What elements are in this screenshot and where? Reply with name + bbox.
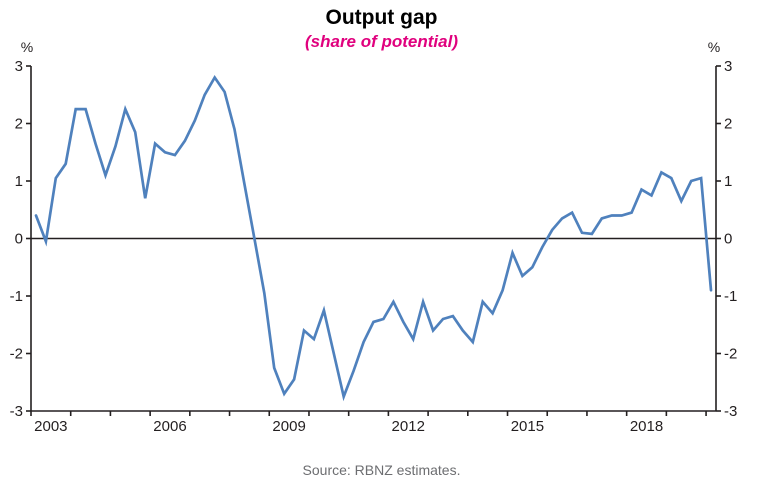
chart-title: Output gap <box>325 6 438 29</box>
y-tick-label-left: 1 <box>15 173 23 190</box>
data-series <box>34 74 713 402</box>
y-tick-label-left: 3 <box>15 58 23 75</box>
y-tick-label-left: -3 <box>10 403 23 420</box>
tick-marks <box>26 65 721 416</box>
y-tick-label-right: -2 <box>724 346 737 363</box>
axes <box>30 66 717 412</box>
x-tick-label: 2015 <box>511 418 544 435</box>
x-tick-label: 2003 <box>34 418 67 435</box>
y-tick-label-right: -1 <box>724 288 737 305</box>
tick-labels: 3 3 2 2 1 1 0 0 -1 -1 -2 -2 -3 -3 2003 2006 2009 2012 2015… <box>10 58 738 435</box>
y-tick-label-left: -1 <box>10 288 23 305</box>
y-tick-label-right: 2 <box>724 116 732 133</box>
x-tick-label: 2009 <box>272 418 305 435</box>
y-tick-label-right: -3 <box>724 403 737 420</box>
y-tick-label-right: 0 <box>724 231 732 248</box>
x-tick-label: 2006 <box>153 418 186 435</box>
y-tick-label-left: -2 <box>10 346 23 363</box>
x-tick-label: 2018 <box>630 418 663 435</box>
y-tick-label-left: 2 <box>15 116 23 133</box>
y-tick-label-right: 3 <box>724 58 732 75</box>
output-gap-line <box>34 74 713 402</box>
x-tick-label: 2012 <box>392 418 425 435</box>
percent-label-right: % <box>708 39 720 55</box>
source-note: Source: RBNZ estimates. <box>302 462 461 478</box>
y-tick-label-right: 1 <box>724 173 732 190</box>
chart-subtitle: (share of potential) <box>304 32 458 51</box>
percent-label-left: % <box>21 39 33 55</box>
y-tick-label-left: 0 <box>15 231 23 248</box>
